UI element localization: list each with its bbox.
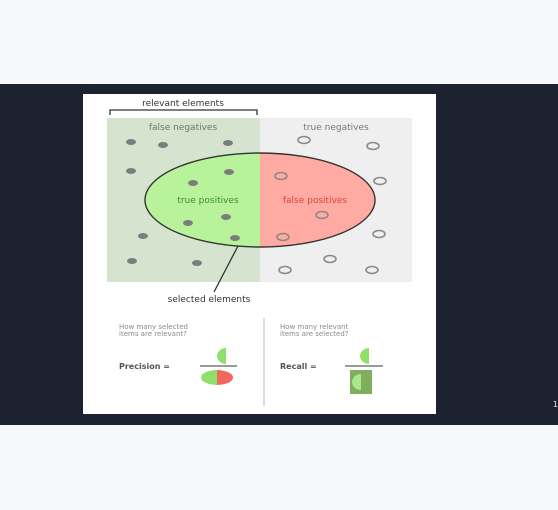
dot	[224, 169, 234, 175]
dot	[276, 232, 290, 242]
precision-denominator-left	[201, 370, 217, 385]
precision-recall-diagram: relevant elements false negatives true n…	[107, 99, 412, 406]
recall-question-line2: items are selected?	[280, 330, 349, 338]
recall-numerator-icon	[360, 348, 369, 364]
dot	[274, 171, 288, 181]
relevant-bracket	[109, 109, 258, 115]
dot	[188, 180, 198, 186]
precision-label: Precision =	[119, 362, 170, 371]
slide-viewer: relevant elements false negatives true n…	[0, 84, 558, 425]
dot	[373, 176, 387, 186]
selected-pointer	[213, 245, 239, 293]
dot	[126, 139, 136, 145]
dot	[323, 254, 337, 264]
precision-question-line1: How many selected	[119, 323, 188, 331]
recall-question-line1: How many relevant	[280, 323, 349, 331]
precision-question-line2: items are relevant?	[119, 330, 187, 338]
true-positives-area	[145, 153, 260, 247]
dot	[126, 168, 136, 174]
dot	[297, 135, 311, 145]
selected-elements-label: selected elements	[168, 295, 251, 305]
irrelevant-dots	[274, 135, 387, 275]
precision-denominator-right	[217, 370, 233, 385]
dot	[183, 220, 193, 226]
dot	[127, 258, 137, 264]
selected-circle	[144, 152, 376, 248]
false-positives-label: false positives	[283, 196, 348, 206]
recall-label: Recall =	[280, 362, 317, 371]
false-negatives-label: false negatives	[149, 123, 218, 133]
relevant-dots	[126, 139, 240, 266]
dot	[223, 140, 233, 146]
dot	[365, 265, 379, 275]
recall-denominator-half	[352, 374, 361, 390]
slide-page: relevant elements false negatives true n…	[83, 94, 436, 414]
page-number: 1	[552, 400, 558, 409]
dot	[315, 210, 329, 220]
precision-numerator-icon	[217, 348, 226, 364]
dot	[230, 235, 240, 241]
dot	[366, 141, 380, 151]
dot	[158, 142, 168, 148]
dot	[221, 214, 231, 220]
dot	[278, 265, 292, 275]
relevant-elements-label: relevant elements	[142, 99, 224, 109]
false-positives-area	[260, 153, 375, 247]
true-negatives-label: true negatives	[303, 123, 369, 133]
dot	[138, 233, 148, 239]
true-positives-label: true positives	[177, 196, 239, 206]
dot	[192, 260, 202, 266]
dot	[372, 229, 386, 239]
